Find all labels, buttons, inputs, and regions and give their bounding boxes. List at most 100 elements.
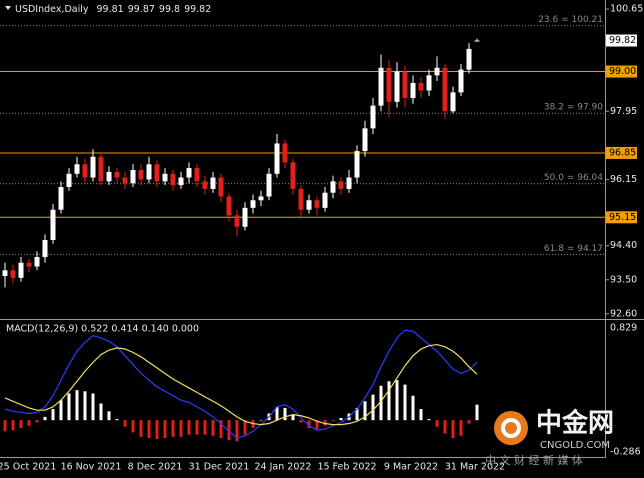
candle-body (434, 67, 440, 76)
y-tick-label: 93.50 (610, 274, 637, 285)
candle-body (370, 105, 376, 129)
candle-body (82, 164, 88, 178)
candle-body (186, 168, 192, 178)
candle-body (450, 92, 456, 112)
x-tick-label: 25 Oct 2021 (0, 462, 56, 473)
macd-histogram-bar (139, 420, 143, 437)
candle-body (210, 177, 216, 189)
candle-body (162, 173, 168, 182)
macd-histogram-bar (419, 409, 423, 421)
current-price-tag (606, 34, 637, 47)
macd-histogram-bar (403, 384, 407, 421)
candle-body (474, 40, 480, 42)
candle-body (298, 188, 304, 210)
last-close: 99.82 (184, 4, 211, 15)
candle-body (290, 162, 296, 189)
fib-label: 38.2 = 97.90 (544, 103, 603, 113)
macd-histogram-bar (171, 420, 175, 437)
symbol-title: USDIndex,Daily (15, 4, 89, 15)
macd-histogram-bar (259, 420, 263, 421)
macd-histogram-bar (75, 390, 79, 421)
candle-body (98, 156, 104, 182)
chart-header: USDIndex,Daily 99.81 99.87 99.8 99.82 (15, 4, 211, 15)
candle-body (114, 171, 120, 178)
macd-histogram-bar (451, 420, 455, 438)
candle-body (106, 171, 112, 182)
candle-body (50, 209, 56, 241)
macd-histogram-bar (19, 420, 23, 428)
candle-body (18, 262, 24, 278)
macd-histogram-bar (203, 420, 207, 435)
macd-histogram-bar (363, 401, 367, 421)
candle-body (386, 67, 392, 102)
macd-histogram-bar (243, 420, 247, 435)
y-tick-label: 96.15 (610, 174, 637, 185)
x-tick-label: 8 Dec 2021 (128, 462, 183, 473)
candle-body (66, 173, 72, 188)
candle-body (402, 71, 408, 99)
y-tick-label: 100.65 (610, 4, 643, 15)
x-tick-label: 16 Nov 2021 (61, 462, 122, 473)
candle-body (274, 143, 280, 174)
macd-histogram-bar (371, 394, 375, 421)
level-tag (606, 65, 637, 78)
macd-histogram-bar (211, 420, 215, 436)
macd-histogram-bar (163, 420, 167, 438)
candle-body (2, 270, 8, 276)
candle-body (362, 128, 368, 152)
macd-histogram-bar (195, 420, 199, 435)
x-tick-label: 31 Mar 2022 (445, 462, 505, 473)
candle-body (266, 173, 272, 197)
candle-body (138, 169, 144, 180)
candle-body (202, 181, 208, 189)
candle-body (130, 169, 136, 184)
level-label: 96.85 (609, 147, 636, 158)
candle-body (34, 257, 40, 267)
macd-histogram-bar (123, 420, 127, 427)
candle-body (26, 262, 32, 267)
macd-histogram-bar (435, 420, 439, 427)
macd-histogram-bar (227, 420, 231, 441)
candle-body (258, 196, 264, 201)
candle-body (170, 173, 176, 186)
level-tag (606, 146, 637, 159)
macd-histogram-bar (387, 381, 391, 421)
candle-body (330, 181, 336, 193)
candle-body (42, 240, 48, 258)
x-tick-label: 9 Mar 2022 (384, 462, 438, 473)
macd-histogram-bar (291, 414, 295, 421)
watermark-site: CNGOLD.COM (540, 440, 610, 451)
macd-histogram-bar (3, 420, 7, 432)
candle-body (346, 177, 352, 189)
candle-body (58, 187, 64, 210)
collapse-icon (5, 6, 11, 10)
fib-label: 50.0 = 96.04 (544, 173, 603, 183)
fib-label: 61.8 = 94.17 (544, 244, 603, 254)
candle-body (10, 270, 16, 278)
macd-histogram-bar (155, 420, 159, 440)
macd-histogram-bar (107, 411, 111, 421)
watermark: 中金网 CNGOLD.COM 中 文 财 经 新 媒 体 (485, 408, 614, 468)
macd-histogram-bar (283, 407, 287, 421)
candle-body (178, 177, 184, 186)
candle-body (314, 200, 320, 208)
candle-body (250, 200, 256, 208)
macd-histogram-bar (11, 420, 15, 431)
level-label: 99.00 (609, 66, 636, 77)
y-tick-label: 92.60 (610, 308, 637, 319)
candle-body (122, 177, 128, 184)
macd-histogram-bar (187, 420, 191, 435)
macd-histogram-bar (35, 420, 39, 423)
candle-body (338, 181, 344, 189)
candle-body (154, 164, 160, 182)
macd-histogram-bar (315, 420, 319, 430)
macd-histogram-bar (299, 420, 303, 423)
candle-body (378, 67, 384, 106)
macd-histogram-bar (27, 420, 31, 426)
macd-histogram-bar (275, 406, 279, 421)
candle-body (466, 48, 472, 70)
y-tick-label: -0.286 (610, 447, 641, 458)
macd-histogram-bar (395, 380, 399, 421)
candle-body (90, 156, 96, 178)
macd-histogram-bar (147, 420, 151, 438)
